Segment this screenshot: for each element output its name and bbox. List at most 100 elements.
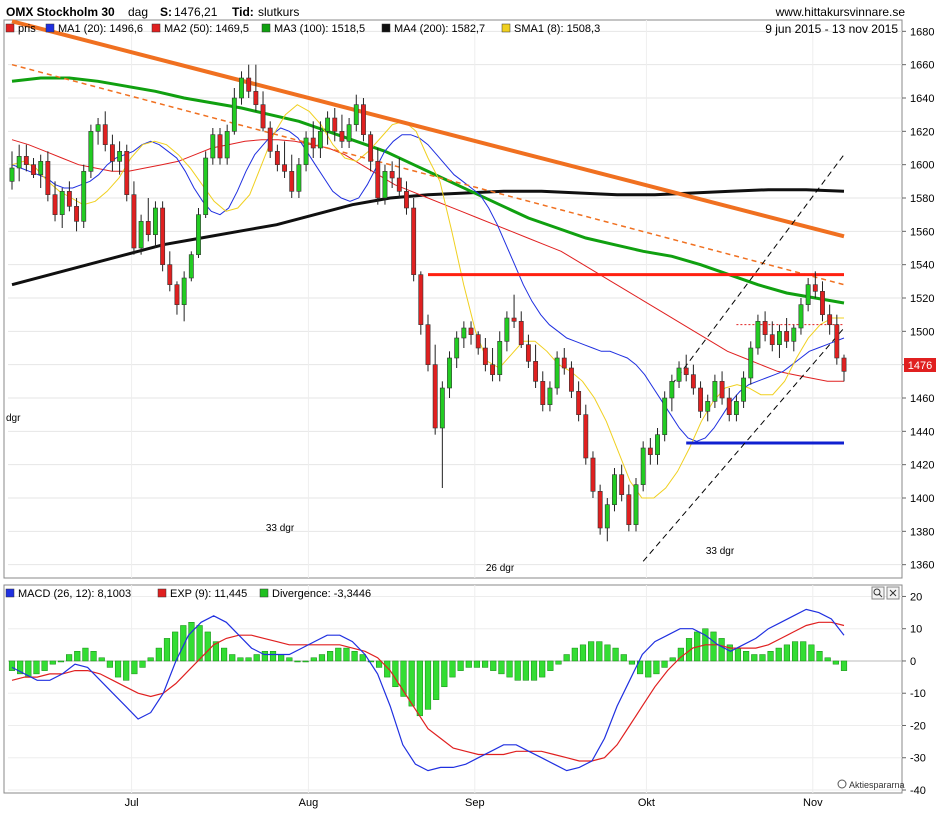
candle-body: [167, 264, 173, 285]
candle-body: [475, 334, 481, 349]
divergence-bar: [433, 660, 440, 700]
candle-body: [805, 284, 811, 305]
divergence-bar: [269, 651, 277, 662]
ma1-20-line: [11, 127, 845, 442]
site-link[interactable]: www.hittakursvinnare.se: [775, 5, 906, 19]
divergence-bar: [579, 644, 587, 662]
divergence-bar: [17, 660, 24, 675]
time-label: Tid:: [232, 5, 254, 19]
candle-body: [411, 207, 417, 275]
candle-body: [418, 274, 424, 325]
macd-tick-label: -30: [910, 753, 926, 765]
divergence-bar: [832, 660, 839, 665]
candle-body: [396, 177, 402, 192]
candle-body: [726, 397, 732, 415]
brand-logo: Aktiespararna: [837, 779, 905, 790]
candle-body: [160, 207, 166, 265]
zoom-icon[interactable]: [871, 586, 885, 600]
x-tick-label: Aug: [299, 797, 319, 809]
divergence-bar: [359, 654, 366, 662]
divergence-bar: [775, 647, 782, 662]
candle-body: [31, 164, 36, 175]
candle-body: [23, 156, 29, 165]
candle-body: [834, 324, 840, 359]
candle-body: [482, 347, 488, 365]
macd-panel-frame: [3, 584, 903, 794]
divergence-bar: [375, 660, 383, 668]
candle-body: [597, 491, 603, 529]
candle-body: [138, 221, 144, 249]
divergence-bar: [751, 654, 758, 662]
candle-body: [461, 327, 467, 339]
divergence-bar: [628, 660, 635, 665]
price-tick-label: 1560: [910, 226, 934, 238]
candle-body: [554, 357, 560, 389]
divergence-bar: [588, 641, 595, 662]
divergence-bar: [840, 660, 848, 671]
candle-body: [246, 77, 252, 92]
candle-body: [217, 134, 223, 159]
candle-body: [576, 391, 582, 415]
macd-legend-label: Divergence: -3,3446: [272, 588, 371, 600]
price-badge-text: 1476: [908, 360, 932, 372]
ma2-50-line: [11, 139, 844, 382]
candle-body: [375, 161, 381, 199]
candle-body: [439, 387, 445, 429]
price-panel-frame: [3, 19, 903, 579]
divergence-bar: [465, 660, 472, 668]
divergence-bar: [816, 651, 823, 662]
candle-body: [490, 364, 495, 375]
divergence-bar: [335, 647, 342, 662]
price-tick-label: 1600: [910, 160, 934, 172]
candle-body: [655, 434, 660, 455]
candle-body: [841, 357, 847, 372]
divergence-bar: [645, 660, 652, 678]
candle-body: [196, 214, 201, 255]
candle-body: [733, 401, 739, 415]
candle-body: [282, 164, 287, 172]
macd-legend-label: EXP (9): 11,445: [170, 588, 247, 600]
candle-body: [239, 77, 244, 99]
price-tick-label: 1680: [910, 26, 934, 38]
candle-body: [95, 124, 101, 132]
divergence-bar: [90, 651, 97, 662]
divergence-bar: [441, 660, 448, 688]
divergence-bar: [457, 660, 464, 671]
price-tick-label: 1580: [910, 193, 934, 205]
divergence-bar: [66, 654, 73, 662]
divergence-bar: [473, 660, 481, 668]
divergence-bar: [343, 647, 350, 662]
main-legend-swatch: [381, 23, 391, 33]
interval-label: dag: [128, 5, 148, 19]
divergence-bar: [653, 660, 660, 675]
divergence-bar: [800, 641, 807, 662]
divergence-bar: [490, 660, 497, 671]
candle-body: [267, 127, 273, 152]
candle-body: [590, 457, 596, 492]
candle-body: [289, 171, 295, 192]
candle-body: [332, 117, 338, 132]
candle-body: [66, 191, 72, 207]
candle-body: [131, 194, 137, 249]
candle-body: [820, 291, 825, 315]
divergence-bar: [318, 654, 326, 662]
price-label: S:: [160, 5, 172, 19]
divergence-bar: [612, 647, 619, 662]
divergence-bar: [294, 660, 301, 663]
candle-body: [698, 387, 703, 412]
price-tick-label: 1500: [910, 326, 934, 338]
main-legend-label: MA1 (20): 1496,6: [58, 23, 143, 35]
macd-legend-swatch: [259, 588, 269, 598]
divergence-bar: [139, 660, 146, 668]
divergence-bar: [147, 657, 154, 662]
divergence-bar: [596, 641, 603, 662]
candle-body: [368, 134, 374, 162]
divergence-bar: [506, 660, 513, 678]
candle-body: [389, 171, 395, 179]
divergence-bar: [221, 647, 228, 662]
close-icon[interactable]: [886, 586, 900, 600]
divergence-bar: [131, 660, 138, 675]
annotation-span1: 33 dgr: [266, 523, 295, 534]
brand-text: Aktiespararna: [849, 780, 905, 790]
candle-body: [604, 504, 610, 529]
